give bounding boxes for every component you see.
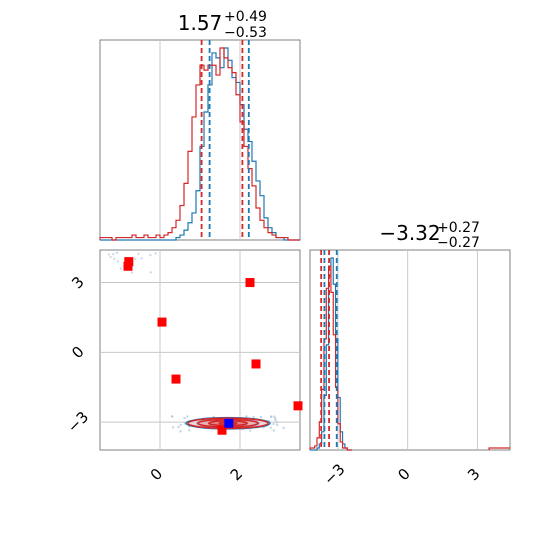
marker-red bbox=[251, 359, 261, 369]
title-plus: +0.27 bbox=[437, 220, 480, 236]
title-minus: −0.27 bbox=[437, 235, 480, 251]
panel-frame bbox=[309, 249, 511, 451]
noise-point bbox=[133, 257, 137, 261]
noise-point bbox=[119, 267, 122, 270]
noise-point bbox=[179, 430, 182, 433]
noise-point bbox=[252, 415, 255, 419]
noise-point bbox=[272, 422, 275, 426]
marker-red bbox=[123, 261, 133, 271]
title-plus: +0.49 bbox=[224, 9, 267, 25]
noise-point bbox=[107, 253, 111, 256]
histogram-tail bbox=[488, 447, 510, 450]
noise-point bbox=[171, 426, 175, 429]
noise-point bbox=[272, 415, 276, 418]
markers bbox=[123, 257, 303, 435]
noise-point bbox=[282, 426, 285, 430]
grid bbox=[159, 40, 241, 240]
noise-point bbox=[177, 425, 180, 429]
x-tick-label: 0 bbox=[394, 465, 413, 484]
noise-point bbox=[109, 255, 112, 259]
title-value: −3.32 bbox=[379, 221, 440, 245]
noise-point bbox=[274, 418, 277, 422]
noise-point bbox=[248, 429, 252, 432]
noise-point bbox=[245, 415, 248, 418]
title-param-1: 1.57 bbox=[178, 11, 223, 35]
marker-red bbox=[217, 425, 227, 435]
y-tick-label: 0 bbox=[68, 343, 87, 362]
noise-point bbox=[269, 415, 273, 418]
marker-red bbox=[245, 278, 255, 288]
noise-point bbox=[137, 252, 140, 256]
title-param-2: −3.32 bbox=[379, 221, 440, 245]
noise-point bbox=[171, 415, 174, 418]
marker-red bbox=[293, 401, 303, 411]
marker-red bbox=[171, 374, 181, 384]
noise-point bbox=[179, 423, 182, 426]
marker-red bbox=[157, 317, 167, 327]
y-tick-label: −3 bbox=[64, 408, 92, 436]
histogram-step-red bbox=[99, 47, 300, 241]
noise-point bbox=[116, 260, 120, 263]
noise-point bbox=[186, 415, 189, 418]
noise-point bbox=[130, 271, 134, 274]
marker-blue bbox=[224, 418, 234, 428]
marginal-histogram-param-1 bbox=[99, 39, 301, 241]
title-value: 1.57 bbox=[178, 11, 223, 35]
marker-red bbox=[124, 257, 134, 267]
noise-point bbox=[188, 428, 191, 432]
marginal-histogram-param-2 bbox=[309, 249, 511, 451]
title-minus: −0.53 bbox=[224, 25, 267, 41]
panel-frame bbox=[99, 249, 301, 451]
histogram-series bbox=[99, 47, 300, 241]
x-tick-label: 2 bbox=[227, 465, 246, 484]
noise-point bbox=[112, 252, 115, 256]
noise-point bbox=[149, 271, 153, 274]
x-tick-label: −3 bbox=[320, 460, 348, 488]
noise-point bbox=[140, 257, 143, 260]
quantile-lines bbox=[320, 250, 338, 450]
x-tick-label: 0 bbox=[147, 465, 166, 484]
histogram-step-blue bbox=[310, 257, 352, 451]
noise-point bbox=[115, 251, 119, 255]
noise-point bbox=[259, 415, 263, 419]
noise-point bbox=[275, 421, 279, 424]
noise-point bbox=[276, 423, 279, 427]
grid bbox=[100, 250, 300, 450]
y-tick-label: 3 bbox=[68, 273, 87, 292]
noise-point bbox=[113, 257, 116, 261]
histogram-step-blue bbox=[100, 47, 300, 241]
noise-point bbox=[149, 254, 152, 257]
noise-point bbox=[269, 426, 272, 429]
joint-scatter-panel bbox=[99, 249, 303, 451]
noise-point bbox=[183, 416, 186, 420]
x-tick-label: 3 bbox=[464, 465, 483, 484]
quantile-lines bbox=[200, 40, 250, 240]
noise-point bbox=[272, 429, 276, 432]
noise-point bbox=[154, 252, 157, 255]
